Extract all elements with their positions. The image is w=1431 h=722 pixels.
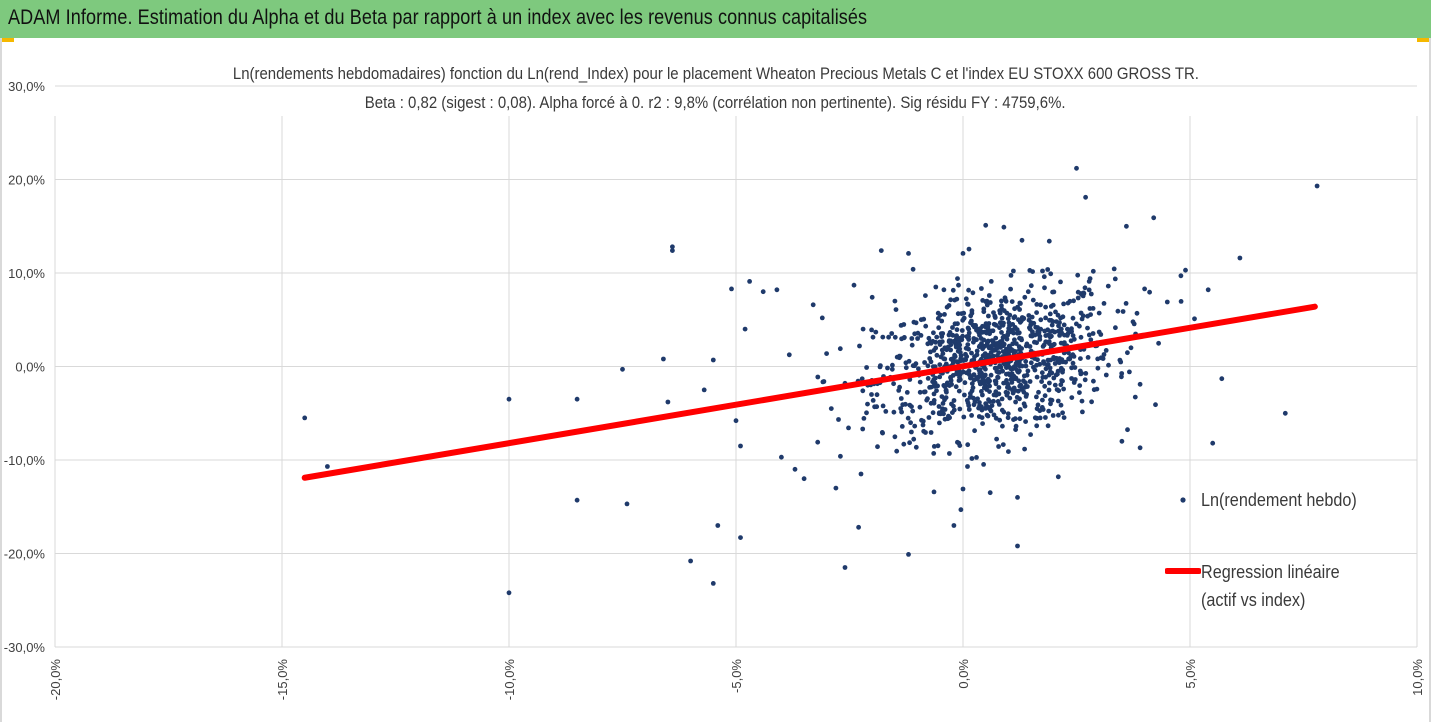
- chart-frame: [0, 38, 1431, 722]
- corner-accent-right: [1417, 38, 1431, 42]
- legend-scatter-marker: [1180, 497, 1186, 503]
- legend-label-regression-2: (actif vs index): [1201, 590, 1306, 610]
- corner-accent-left: [0, 38, 14, 42]
- legend-regression-marker: [1165, 568, 1201, 574]
- chart-title-line1: Ln(rendements hebdomadaires) fonction du…: [232, 64, 1199, 83]
- legend-label-regression-1: Regression linéaire: [1201, 562, 1340, 582]
- chart-title-line2: Beta : 0,82 (sigest : 0,08). Alpha forcé…: [365, 93, 1066, 112]
- report-title: ADAM Informe. Estimation du Alpha et du …: [8, 6, 868, 29]
- legend-label-scatter: Ln(rendement hebdo): [1201, 490, 1357, 510]
- report-header: ADAM Informe. Estimation du Alpha et du …: [0, 0, 1431, 38]
